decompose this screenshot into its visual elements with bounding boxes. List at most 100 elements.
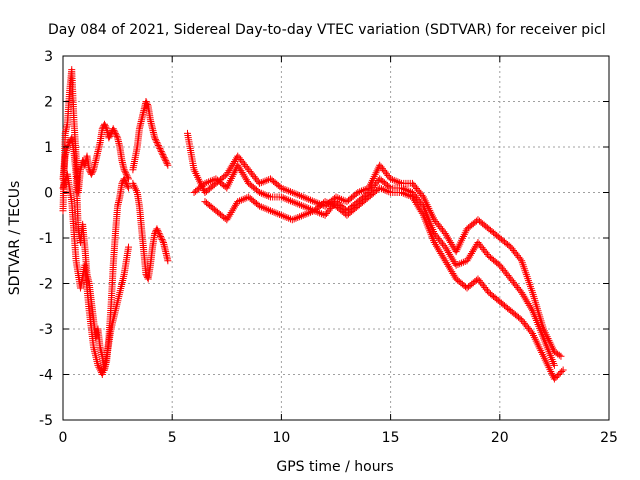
data-point <box>516 287 524 295</box>
data-point <box>224 168 232 176</box>
y-tick-label: -4 <box>39 368 53 384</box>
data-point <box>559 366 567 374</box>
data-point <box>210 176 218 184</box>
data-point <box>265 206 273 214</box>
data-point <box>120 175 128 183</box>
data-point <box>299 211 307 219</box>
data-point <box>294 200 302 208</box>
data-point <box>237 196 245 204</box>
data-point <box>279 212 287 220</box>
data-point <box>558 367 566 375</box>
data-point <box>432 242 440 250</box>
data-point <box>556 369 564 377</box>
data-point <box>321 198 329 206</box>
data-point <box>288 189 296 196</box>
data-point <box>242 176 250 184</box>
data-point <box>281 213 289 221</box>
data-point <box>263 192 271 200</box>
data-point <box>287 188 294 196</box>
data-point <box>441 229 449 237</box>
data-point <box>359 186 367 194</box>
data-point <box>440 241 448 249</box>
axis-ticks: 0 5 10 15 20 25 -5 -4 -3 -2 -1 0 1 2 3 <box>39 49 618 446</box>
y-tick-label: -3 <box>39 322 53 338</box>
data-point <box>471 244 479 252</box>
data-point <box>257 203 265 211</box>
data-point <box>283 214 291 222</box>
data-point <box>226 210 234 218</box>
data-point <box>106 132 114 140</box>
data-point <box>234 198 242 206</box>
data-point <box>261 177 269 185</box>
data-point <box>290 198 298 206</box>
data-point <box>261 191 269 199</box>
data-point <box>290 189 298 197</box>
data-point <box>307 196 315 204</box>
data-point <box>484 287 492 295</box>
data-point <box>125 243 133 251</box>
data-point <box>94 361 102 369</box>
data-point <box>206 177 214 185</box>
data-point <box>454 261 462 269</box>
data-point <box>294 191 302 199</box>
data-point <box>466 251 474 259</box>
data-point <box>261 204 269 212</box>
data-point <box>152 137 160 145</box>
y-tick-label: -5 <box>39 413 53 429</box>
data-point <box>159 237 167 245</box>
data-point <box>449 242 457 250</box>
data-point <box>257 189 265 197</box>
data-point <box>110 126 118 134</box>
data-point <box>416 206 424 214</box>
data-point <box>156 145 164 153</box>
data-point <box>437 249 445 257</box>
data-point <box>447 252 455 260</box>
data-point <box>319 210 327 218</box>
data-point <box>162 157 170 165</box>
data-point <box>448 268 456 276</box>
data-point <box>159 152 167 160</box>
data-point <box>494 260 502 268</box>
data-point <box>378 185 385 193</box>
data-point <box>418 191 426 199</box>
data-point <box>164 161 172 169</box>
data-point <box>276 210 284 218</box>
data-point <box>443 233 451 241</box>
data-point <box>259 178 267 186</box>
data-point <box>399 189 407 197</box>
data-point <box>111 128 119 136</box>
data-point <box>383 187 391 195</box>
x-tick-label: 5 <box>168 430 177 446</box>
data-point <box>385 188 393 196</box>
data-point <box>434 244 442 252</box>
data-point <box>392 177 400 185</box>
data-point <box>557 352 565 360</box>
data-point <box>239 195 247 203</box>
data-point <box>467 249 475 257</box>
data-point <box>256 189 264 196</box>
data-point <box>274 210 282 218</box>
data-point <box>518 289 526 297</box>
data-point <box>456 260 464 268</box>
data-point <box>446 237 454 245</box>
data-point <box>405 192 413 200</box>
data-point <box>288 216 296 224</box>
data-point <box>230 158 238 166</box>
data-point <box>418 209 426 217</box>
data-point <box>163 160 171 168</box>
data-point <box>234 161 242 169</box>
data-point <box>398 189 406 196</box>
data-point <box>232 201 240 209</box>
data-point <box>553 372 561 380</box>
data-point <box>550 361 558 369</box>
data-point <box>357 187 365 195</box>
data-point <box>519 290 527 298</box>
data-point <box>105 134 113 142</box>
y-tick-label: 1 <box>44 140 53 156</box>
data-point <box>441 243 449 251</box>
data-point <box>301 203 309 211</box>
data-point <box>414 202 422 210</box>
data-point <box>525 301 533 309</box>
data-point <box>458 259 466 267</box>
